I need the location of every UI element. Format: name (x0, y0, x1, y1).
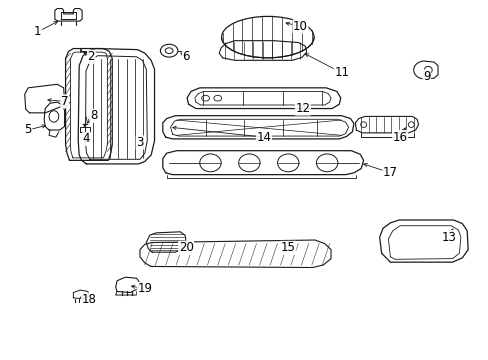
Text: 6: 6 (182, 50, 189, 63)
Text: 7: 7 (61, 95, 68, 108)
Text: 16: 16 (392, 131, 407, 144)
Text: 12: 12 (295, 102, 310, 115)
Text: 20: 20 (178, 241, 193, 255)
Text: 5: 5 (24, 123, 32, 136)
Text: 8: 8 (90, 109, 97, 122)
Text: 4: 4 (82, 132, 90, 145)
Text: 15: 15 (280, 241, 295, 255)
Text: 9: 9 (422, 70, 430, 83)
Text: 19: 19 (137, 283, 152, 296)
Text: 3: 3 (136, 136, 143, 149)
Text: 1: 1 (34, 25, 41, 38)
Text: 14: 14 (256, 131, 271, 144)
Text: 18: 18 (81, 293, 96, 306)
Text: 2: 2 (87, 50, 95, 63)
Text: 13: 13 (440, 231, 455, 244)
Text: 10: 10 (292, 20, 307, 33)
Text: 17: 17 (382, 166, 397, 179)
Text: 11: 11 (334, 66, 348, 79)
